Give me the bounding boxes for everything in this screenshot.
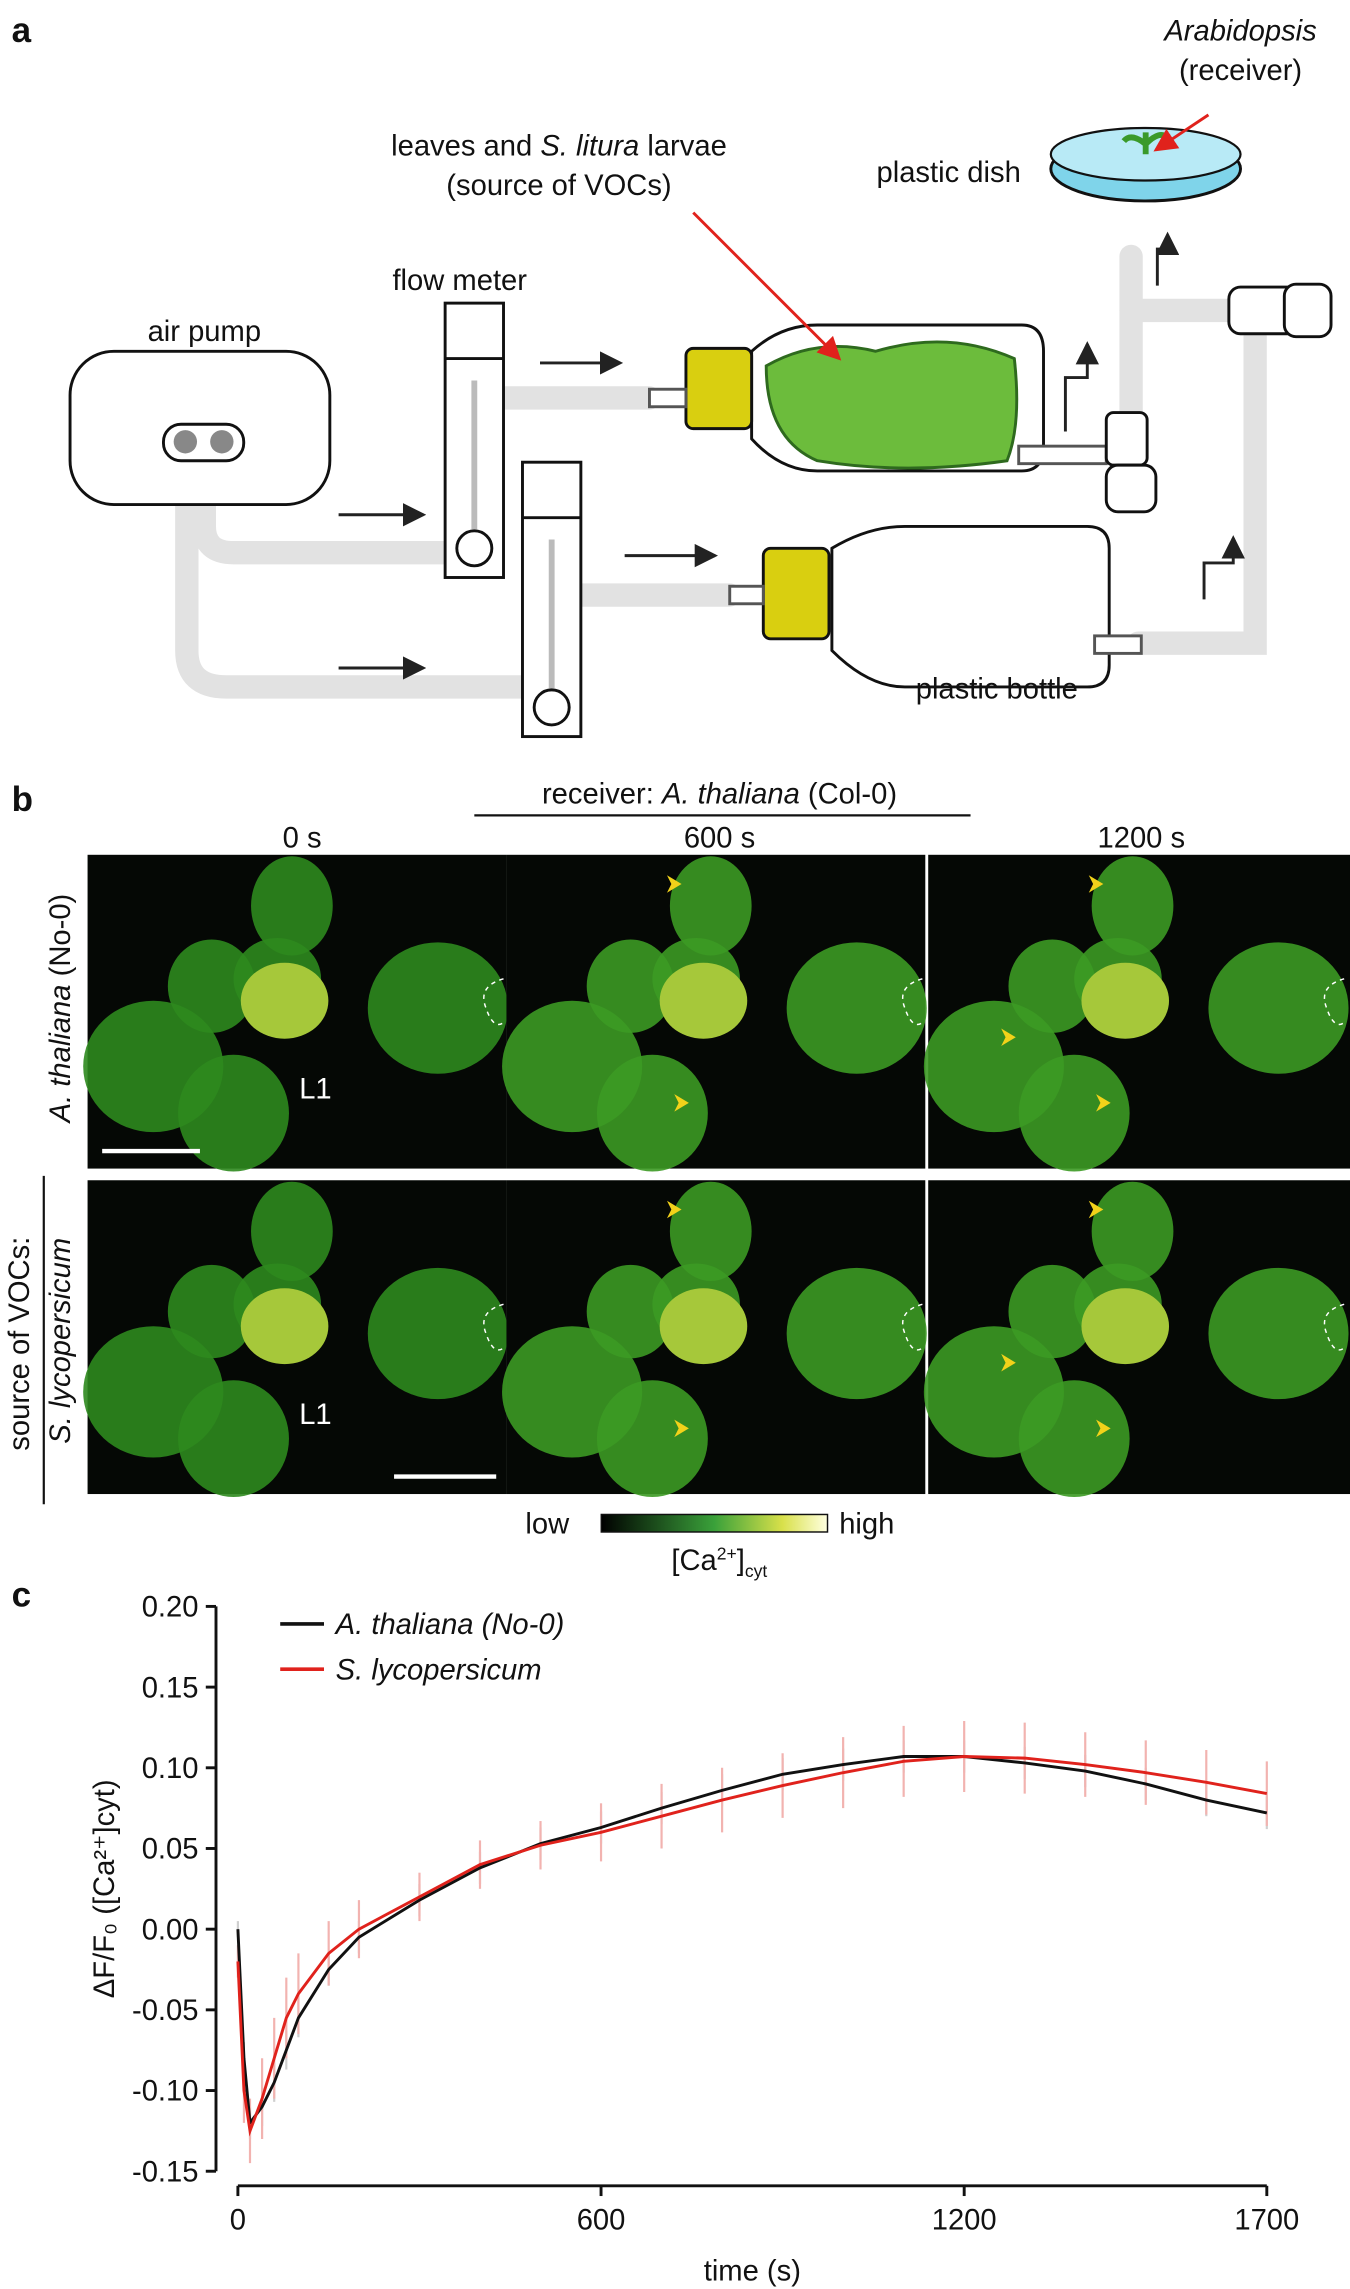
row-label-part: (No-0) — [45, 894, 77, 985]
row-label: S. lycopersicum — [45, 1238, 77, 1444]
row-group-label: source of VOCs: — [4, 1237, 36, 1451]
x-tick-label: 1200 — [932, 2205, 997, 2237]
y-tick-label: -0.05 — [132, 1995, 199, 2027]
label-part: [Ca — [671, 1545, 717, 1577]
arrowhead — [666, 875, 682, 893]
label: plastic bottle — [916, 674, 1078, 706]
leaf-label: L1 — [299, 1399, 331, 1431]
leaf — [251, 856, 333, 956]
label: (source of VOCs) — [446, 170, 671, 202]
panel-label: b — [12, 780, 33, 819]
colorbar-label: high — [839, 1508, 894, 1540]
arrowhead — [1088, 875, 1104, 893]
leaf — [586, 939, 675, 1033]
legend-label: A. thaliana (No-0) — [334, 1609, 565, 1641]
leaf — [786, 1267, 927, 1400]
label-part: larvae — [639, 131, 727, 163]
panel-label: a — [12, 11, 32, 50]
label: plastic dish — [876, 157, 1020, 189]
leaf — [240, 962, 329, 1039]
panel-label: c — [12, 1575, 31, 1614]
panel-b: b receiver: A. thaliana (Col-0) 0 s 600 … — [4, 779, 1350, 1582]
header-part: receiver: — [542, 779, 662, 811]
time-label: 1200 s — [1098, 823, 1186, 855]
label-part: 2+ — [717, 1544, 737, 1564]
arrowhead — [1088, 1200, 1104, 1219]
leaf — [669, 1181, 752, 1281]
series-line — [236, 1755, 1268, 2127]
leaf — [596, 1380, 708, 1497]
leaf — [1091, 1181, 1174, 1281]
arrowhead — [1001, 1028, 1016, 1046]
leaf — [251, 1181, 333, 1281]
y-tick-label: 0.00 — [142, 1914, 199, 1946]
leaf — [1081, 1288, 1170, 1365]
arrowhead — [1096, 1094, 1111, 1112]
leaf — [786, 942, 927, 1074]
leaf — [1208, 1267, 1349, 1400]
leaf — [669, 856, 752, 956]
label-part: cyt — [745, 1561, 768, 1581]
leaf — [659, 1288, 748, 1365]
header-part: (Col-0) — [800, 779, 897, 811]
y-tick-label: -0.15 — [132, 2156, 199, 2188]
label: air pump — [148, 316, 262, 348]
leaf — [1008, 1264, 1097, 1359]
series-line — [236, 1755, 1268, 2137]
leaf — [178, 1054, 289, 1172]
leaf — [1081, 962, 1170, 1039]
leaf — [178, 1380, 289, 1497]
leaf — [367, 942, 508, 1074]
y-tick-label: -0.10 — [132, 2076, 199, 2108]
time-label: 0 s — [283, 823, 322, 855]
row-label-part: A. thaliana — [45, 984, 77, 1124]
leaf — [167, 1264, 256, 1359]
arrowhead — [674, 1419, 689, 1438]
leaf-label: L1 — [299, 1074, 331, 1106]
x-tick-label: 600 — [577, 2205, 626, 2237]
x-tick-label: 0 — [230, 2205, 246, 2237]
header-part: A. thaliana — [660, 779, 800, 811]
x-axis-label: time (s) — [704, 2256, 801, 2288]
label-part: ] — [737, 1545, 745, 1577]
colorbar-label: low — [525, 1508, 570, 1540]
leaf — [367, 1267, 508, 1400]
label-part: leaves and — [391, 131, 540, 163]
y-tick-label: 0.20 — [142, 1592, 199, 1624]
y-axis-label: ΔF/F₀ ([Ca²⁺]cyt) — [89, 1779, 121, 1998]
header: receiver: A. thaliana (Col-0) — [542, 779, 897, 811]
leaf — [1091, 856, 1174, 956]
row-label: A. thaliana (No-0) — [45, 894, 77, 1125]
y-tick-label: 0.15 — [142, 1672, 199, 1704]
legend-label: S. lycopersicum — [336, 1654, 542, 1686]
leaf — [596, 1054, 708, 1172]
arrowhead — [1096, 1419, 1111, 1438]
time-label: 600 s — [684, 823, 755, 855]
colorbar-label: [Ca2+]cyt — [671, 1544, 767, 1582]
leaf — [1018, 1380, 1130, 1497]
label: Arabidopsis — [1162, 15, 1316, 47]
leaf — [1008, 939, 1097, 1033]
label: flow meter — [392, 265, 527, 297]
label: leaves and S. litura larvae — [391, 131, 727, 163]
label: (receiver) — [1179, 55, 1302, 87]
x-tick-label: 1700 — [1234, 2205, 1299, 2237]
leaf — [1018, 1054, 1130, 1172]
y-tick-label: 0.05 — [142, 1834, 199, 1866]
label-part: S. litura — [540, 131, 639, 163]
leaf — [167, 939, 256, 1033]
y-tick-label: 0.10 — [142, 1753, 199, 1785]
leaf — [586, 1264, 675, 1359]
arrowhead — [1001, 1353, 1016, 1372]
leaf — [659, 962, 748, 1039]
arrowhead — [666, 1200, 682, 1219]
panel-a: a air pump flow meter leaves and S. litu… — [12, 11, 1333, 739]
arrowhead — [674, 1094, 689, 1112]
leaf — [240, 1288, 329, 1365]
leaf — [1208, 942, 1349, 1074]
